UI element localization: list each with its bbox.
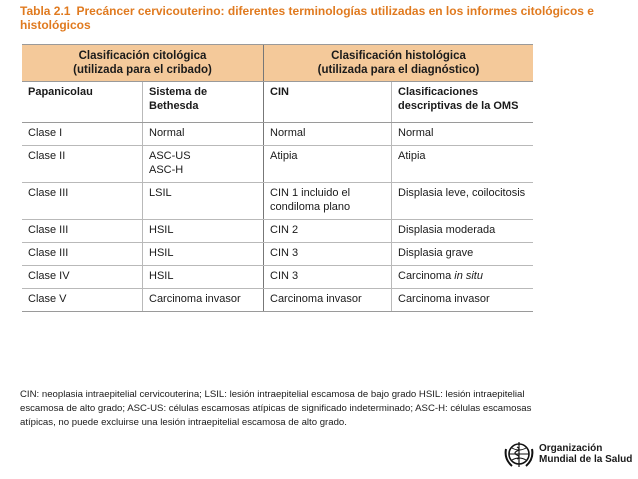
terminology-table: Clasificación citológica (utilizada para… [22, 44, 533, 312]
column-header-cin: CIN [263, 81, 392, 123]
who-emblem-icon [504, 442, 534, 467]
cell-who: Displasia moderada [391, 219, 533, 243]
cell-papanicolau: Clase III [22, 182, 143, 220]
cell-papanicolau: Clase IV [22, 265, 143, 289]
table-body: Clase I Normal Normal Normal Clase II ASC-US A… [22, 122, 533, 312]
group-header-cytology-subtitle: (utilizada para el cribado) [73, 64, 212, 76]
column-header-who: Clasificaciones descriptivas de la OMS [391, 81, 533, 123]
cell-papanicolau: Clase III [22, 242, 143, 266]
table-row: Clase II ASC-US ASC-H Atipia Atipia [22, 145, 533, 183]
cell-who: Displasia leve, coilocitosis [391, 182, 533, 220]
cell-papanicolau: Clase V [22, 288, 143, 312]
cell-cin: Atipia [263, 145, 392, 183]
cell-papanicolau: Clase III [22, 219, 143, 243]
cell-bethesda: Carcinoma invasor [142, 288, 264, 312]
column-header-bethesda: Sistema de Bethesda [142, 81, 264, 123]
table-row: Clase III HSIL CIN 2 Displasia moderada [22, 219, 533, 243]
logo-line-1: Organización [539, 443, 603, 454]
cell-bethesda: LSIL [142, 182, 264, 220]
cell-cin: CIN 3 [263, 265, 392, 289]
footnote: CIN: neoplasia intraepitelial cervicoute… [20, 389, 532, 428]
table-row: Clase V Carcinoma invasor Carcinoma invaso… [22, 288, 533, 312]
group-header-cytology: Clasificación citológica (utilizada para… [22, 44, 264, 82]
table-title-text: Precáncer cervicouterino: diferentes ter… [20, 4, 594, 32]
table-row: Clase I Normal Normal Normal [22, 122, 533, 146]
who-logo: Organización Mundial de la Salud [503, 439, 633, 473]
cell-who: Atipia [391, 145, 533, 183]
cell-papanicolau: Clase I [22, 122, 143, 146]
table-number: Tabla 2.1 [20, 4, 71, 18]
group-header-histology-subtitle: (utilizada para el diagnóstico) [317, 64, 480, 76]
table-title: Tabla 2.1 Precáncer cervicouterino: difer… [20, 4, 620, 32]
group-header-cytology-title: Clasificación citológica [78, 50, 207, 62]
cell-cin: CIN 1 incluido el condiloma plano [263, 182, 392, 220]
group-header-histology-title: Clasificación histológica [331, 50, 466, 62]
cell-cin: Normal [263, 122, 392, 146]
cell-bethesda: HSIL [142, 242, 264, 266]
cell-cin: Carcinoma invasor [263, 288, 392, 312]
cell-bethesda: Normal [142, 122, 264, 146]
cell-bethesda: HSIL [142, 265, 264, 289]
cell-who: Displasia grave [391, 242, 533, 266]
table-row: Clase III LSIL CIN 1 incluido el condiloma… [22, 182, 533, 220]
cell-bethesda: ASC-US ASC-H [142, 145, 264, 183]
cell-who: Normal [391, 122, 533, 146]
group-header-histology: Clasificación histológica (utilizada par… [263, 44, 533, 82]
cell-who: Carcinoma in situ [391, 265, 533, 289]
table-row: Clase IV HSIL CIN 3 Carcinoma in situ [22, 265, 533, 289]
cell-papanicolau: Clase II [22, 145, 143, 183]
cell-cin: CIN 2 [263, 219, 392, 243]
cell-bethesda: HSIL [142, 219, 264, 243]
column-header-papanicolau: Papanicolau [22, 81, 143, 123]
logo-line-2: Mundial de la Salud [539, 454, 633, 465]
cell-who: Carcinoma invasor [391, 288, 533, 312]
table-row: Clase III HSIL CIN 3 Displasia grave [22, 242, 533, 266]
cell-cin: CIN 3 [263, 242, 392, 266]
